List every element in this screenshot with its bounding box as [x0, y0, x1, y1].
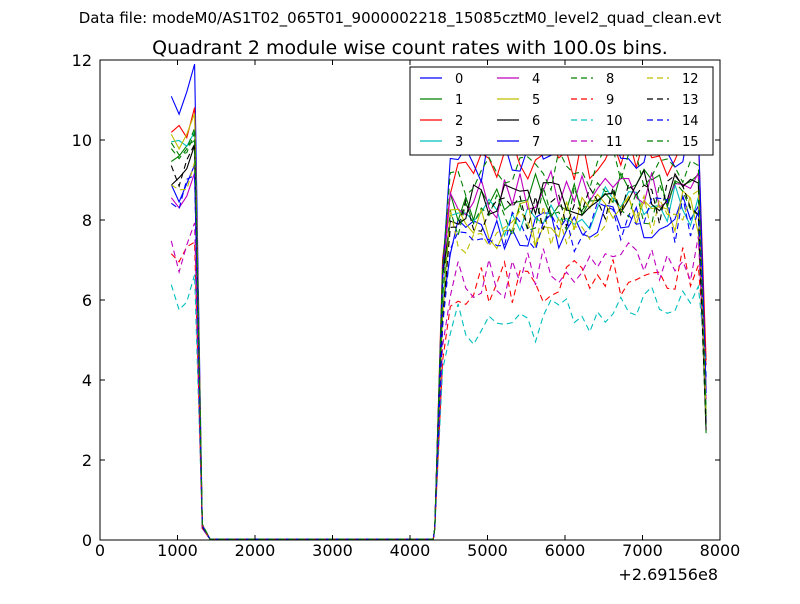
- axes-layer: 0 1000 2000 3000 4000 5000 6000 7000 80000246810…: [72, 51, 741, 560]
- x-tick-label: 2000: [235, 541, 276, 560]
- legend-label-0: 0: [455, 72, 463, 87]
- series-line-6: [170, 145, 707, 540]
- legend-label-4: 4: [532, 72, 540, 87]
- x-tick-label: 7000: [622, 541, 663, 560]
- y-tick-label: 4: [82, 371, 92, 390]
- y-tick-label: 2: [82, 451, 92, 470]
- legend-label-10: 10: [606, 114, 623, 129]
- legend-label-2: 2: [455, 114, 463, 129]
- legend-label-9: 9: [606, 93, 614, 108]
- y-tick-label: 8: [82, 211, 92, 230]
- x-tick-label: 4000: [390, 541, 431, 560]
- x-tick-label: 6000: [545, 541, 586, 560]
- legend-label-5: 5: [532, 93, 540, 108]
- y-tick-label: 0: [82, 531, 92, 550]
- series-line-4: [170, 169, 707, 540]
- y-tick-label: 12: [72, 51, 92, 70]
- legend-label-11: 11: [606, 135, 623, 150]
- legend-label-12: 12: [682, 72, 699, 87]
- series-line-9: [170, 241, 707, 540]
- legend-label-15: 15: [682, 135, 699, 150]
- series-line-8: [170, 127, 707, 540]
- series-line-5: [170, 113, 707, 540]
- series-line-13: [170, 143, 707, 540]
- series-line-12: [170, 162, 707, 540]
- x-tick-label: 0: [95, 541, 105, 560]
- legend-label-14: 14: [682, 114, 699, 129]
- legend-box: [409, 66, 714, 156]
- x-tick-label: 1000: [157, 541, 198, 560]
- series-line-3: [171, 129, 707, 540]
- data-file-caption: Data file: modeM0/AS1T02_065T01_90000022…: [79, 9, 722, 28]
- series-line-2: [170, 107, 707, 540]
- chart-title: Quadrant 2 module wise count rates with …: [152, 37, 668, 59]
- y-tick-label: 10: [72, 131, 92, 150]
- y-tick-label: 6: [82, 291, 92, 310]
- series-line-15: [170, 132, 707, 540]
- x-tick-label: 8000: [700, 541, 741, 560]
- x-tick-label: 5000: [467, 541, 508, 560]
- legend-label-1: 1: [455, 93, 463, 108]
- legend-label-8: 8: [606, 72, 614, 87]
- legend-label-3: 3: [455, 135, 463, 150]
- x-tick-label: 3000: [312, 541, 353, 560]
- x-axis-offset-label: +2.69156e8: [618, 565, 718, 584]
- legend-label-6: 6: [532, 114, 540, 129]
- legend-label-13: 13: [682, 93, 699, 108]
- series-line-14: [170, 174, 707, 540]
- legend-label-7: 7: [532, 135, 540, 150]
